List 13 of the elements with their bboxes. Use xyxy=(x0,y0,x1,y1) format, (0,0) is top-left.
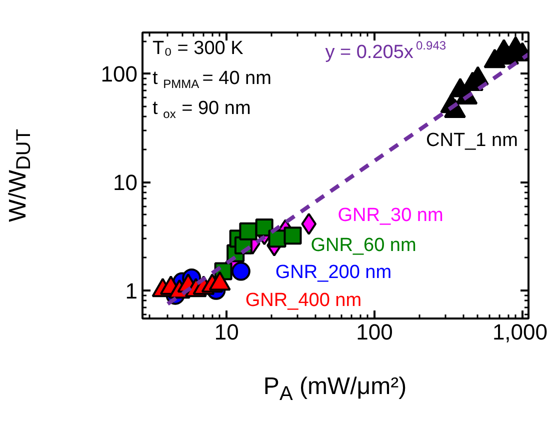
y-tick-label: 100 xyxy=(100,62,138,87)
x-tick-label: 100 xyxy=(356,320,393,344)
annotation: GNR_400 nm xyxy=(245,290,362,311)
annotation: CNT_1 nm xyxy=(426,130,518,151)
x-axis-title: P$_{A}$ (mW/μm²) xyxy=(263,372,407,407)
annotation: GNR_200 nm xyxy=(275,262,392,283)
annotation: GNR_60 nm xyxy=(310,235,416,256)
y-tick-label: 10 xyxy=(113,170,138,196)
y-tick-label: 1 xyxy=(125,278,138,304)
x-tick-label: 1,000 xyxy=(492,320,547,344)
annotation: T₀ = 300 K xyxy=(152,38,244,59)
x-tick-label: 10 xyxy=(214,320,239,344)
annotation: GNR_30 nm xyxy=(338,205,444,226)
